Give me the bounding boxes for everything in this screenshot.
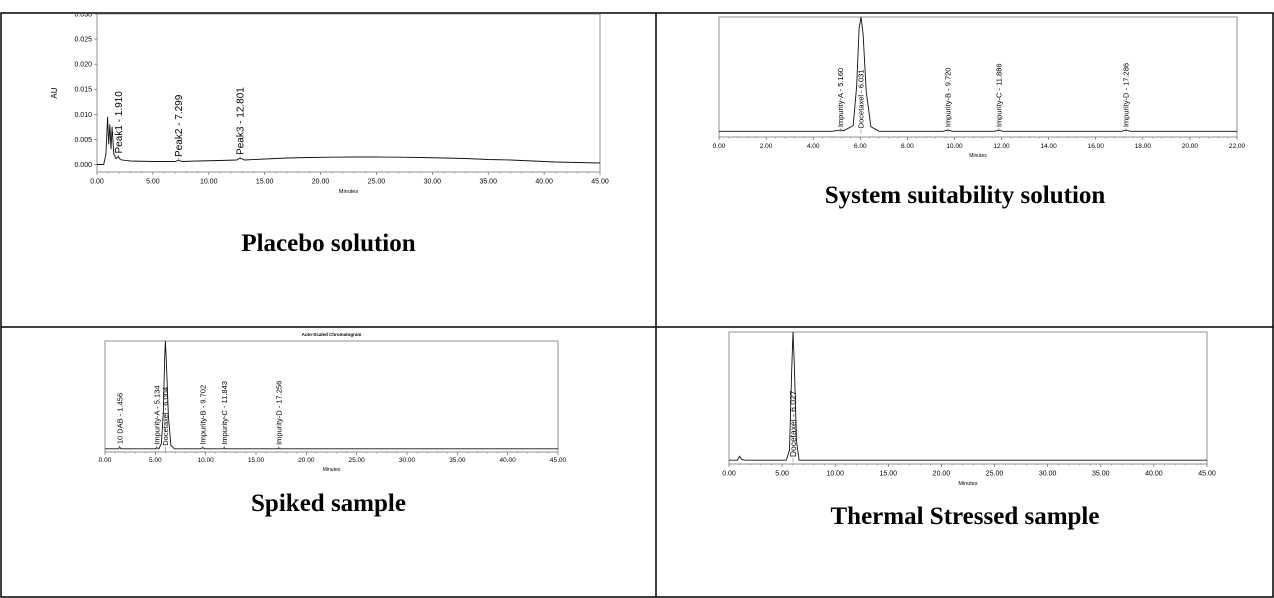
x-tick-label: 15.00 <box>256 179 274 186</box>
x-tick-label: 10.00 <box>946 143 963 150</box>
x-tick-label: 16.00 <box>1088 143 1105 150</box>
x-tick-label: 20.00 <box>298 457 315 464</box>
x-tick-label: 15.00 <box>248 457 265 464</box>
chart-placebo: 0.00 5.00 10.00 15.00 20.00 25.00 30.00 35.00 40… <box>50 14 609 195</box>
x-tick-label: 15.00 <box>880 471 898 478</box>
chromatogram-trace <box>719 16 1237 132</box>
x-tick-label: 40.00 <box>1145 471 1163 478</box>
x-tick-label: 30.00 <box>1039 471 1057 478</box>
x-tick-label: 25.00 <box>368 179 386 186</box>
chart-spiked: Auto-Scaled Chromatogram 0.00 5.00 10.00 15.… <box>99 332 567 473</box>
peak-label: Docetaxel - 6.004 <box>161 387 170 446</box>
x-tick-label: 14.00 <box>1040 143 1057 150</box>
caption-placebo: Placebo solution <box>241 230 416 257</box>
x-tick-label: 30.00 <box>424 179 442 186</box>
x-tick-label: 25.00 <box>349 457 366 464</box>
chromatogram-trace <box>105 340 558 450</box>
y-tick-label: 0.015 <box>74 87 92 94</box>
x-axis-label: Minutes <box>969 153 987 159</box>
y-tick-label: 0.005 <box>74 137 92 144</box>
x-tick-label: 0.00 <box>713 143 726 150</box>
y-tick-label: 0.030 <box>74 14 92 19</box>
peak-label: Impurity-C - 11.886 <box>994 64 1003 128</box>
x-tick-label: 45.00 <box>591 179 609 186</box>
x-tick-label: 40.00 <box>535 179 553 186</box>
plot-frame <box>104 340 559 453</box>
x-tick-label: 2.00 <box>760 143 773 150</box>
x-tick-label: 30.00 <box>399 457 416 464</box>
x-tick-label: 45.00 <box>1198 471 1216 478</box>
x-tick-label: 20.00 <box>1182 143 1199 150</box>
plot-frame <box>96 14 601 173</box>
peak-label: Peak3 - 12.801 <box>236 87 247 155</box>
x-tick-label: 0.00 <box>90 179 104 186</box>
peak-label: 10 DAB - 1.456 <box>115 393 124 444</box>
x-tick-label: 22.00 <box>1229 143 1246 150</box>
x-tick-label: 20.00 <box>933 471 951 478</box>
x-tick-label: 10.00 <box>198 457 215 464</box>
x-tick-label: 5.00 <box>775 471 789 478</box>
x-tick-label: 5.00 <box>149 457 162 464</box>
x-tick-label: 40.00 <box>500 457 517 464</box>
peak-label: Docetaxel - 6.031 <box>857 69 866 128</box>
x-tick-label: 5.00 <box>146 179 160 186</box>
x-tick-label: 4.00 <box>807 143 820 150</box>
peak-label: Impurity-B - 9.720 <box>943 68 952 128</box>
chromatogram-trace <box>729 331 1207 461</box>
chart-title: Auto-Scaled Chromatogram <box>302 332 362 337</box>
x-tick-label: 6.00 <box>854 143 867 150</box>
chart-system-suitability: 0.00 2.00 4.00 6.00 8.00 10.00 12.00 14.00 16.00… <box>713 16 1246 159</box>
x-tick-label: 10.00 <box>200 179 218 186</box>
peak-label: Impurity-D - 17.286 <box>1122 63 1131 127</box>
panel-thermal: 0.00 5.00 10.00 15.00 20.00 25.00 30.00 35.00 40… <box>657 328 1273 597</box>
peak-label: Peak2 - 7.299 <box>174 94 185 157</box>
y-axis-label: AU <box>50 87 59 98</box>
peak-label: Impurity-B - 9.702 <box>198 385 207 445</box>
x-tick-label: 0.00 <box>99 457 112 464</box>
x-tick-label: 20.00 <box>312 179 330 186</box>
caption-system-suitability: System suitability solution <box>824 182 1106 209</box>
x-tick-label: 35.00 <box>449 457 466 464</box>
x-axis-label: Minutes <box>339 189 359 195</box>
plot-frame <box>718 16 1238 138</box>
x-axis-label: Minutes <box>323 467 341 473</box>
x-tick-label: 10.00 <box>826 471 844 478</box>
x-tick-label: 12.00 <box>993 143 1010 150</box>
peak-label: Impurity-C - 11.843 <box>220 381 229 445</box>
panel-system-suitability: 0.00 2.00 4.00 6.00 8.00 10.00 12.00 14.00 16.00… <box>657 14 1273 326</box>
peak-label: Impurity-D - 17.256 <box>274 381 283 445</box>
x-tick-label: 35.00 <box>1092 471 1110 478</box>
panel-spiked: Auto-Scaled Chromatogram 0.00 5.00 10.00 15.… <box>2 328 655 597</box>
panel-placebo: 0.00 5.00 10.00 15.00 20.00 25.00 30.00 35.00 40… <box>2 14 655 326</box>
y-tick-label: 0.010 <box>74 112 92 119</box>
x-tick-label: 45.00 <box>550 457 567 464</box>
chromatogram-trace <box>97 116 601 165</box>
peak-label: Impurity-A - 5.134 <box>152 385 161 444</box>
peak-label: Peak1 - 1.910 <box>114 91 125 154</box>
chart-thermal: 0.00 5.00 10.00 15.00 20.00 25.00 30.00 35.00 40… <box>722 331 1216 487</box>
x-tick-label: 25.00 <box>986 471 1004 478</box>
y-tick-label: 0.000 <box>74 162 92 169</box>
peak-label: Impurity-A - 5.160 <box>836 68 845 127</box>
x-axis-label: Minutes <box>958 481 978 487</box>
y-tick-label: 0.020 <box>74 62 92 69</box>
caption-thermal: Thermal Stressed sample <box>830 503 1100 530</box>
y-tick-label: 0.025 <box>74 37 92 44</box>
peak-label: Docetaxel - 6.027 <box>788 390 798 457</box>
caption-spiked: Spiked sample <box>251 490 406 517</box>
x-tick-label: 18.00 <box>1135 143 1152 150</box>
x-tick-label: 0.00 <box>722 471 736 478</box>
x-tick-label: 35.00 <box>479 179 497 186</box>
plot-frame <box>728 331 1208 465</box>
x-tick-label: 8.00 <box>901 143 914 150</box>
